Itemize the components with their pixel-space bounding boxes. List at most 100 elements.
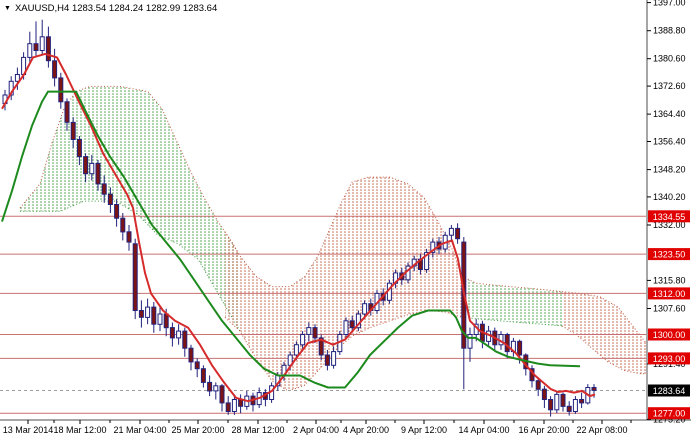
candle-body-bearish [312, 327, 318, 339]
time-tick-label: 4 Apr 20:00 [343, 425, 389, 435]
candle-body-bullish [554, 393, 560, 411]
price-level-label: 1293.00 [653, 354, 686, 364]
candle-body-bearish [70, 121, 76, 141]
candle-body-bearish [560, 393, 566, 407]
time-tick-label: 14 Apr 04:00 [458, 425, 509, 435]
price-tick-label: 1397.00 [653, 0, 686, 8]
candle-body-bearish [163, 313, 169, 329]
candle-body-bullish [300, 334, 306, 346]
time-tick-label: 21 Mar 04:00 [113, 425, 166, 435]
time-tick-label: 25 Mar 20:00 [171, 425, 224, 435]
candle-body-bearish [455, 227, 461, 240]
candles [2, 19, 597, 417]
candle-body-bearish [504, 334, 510, 353]
candle-body-bearish [76, 139, 82, 158]
candle-body-bearish [169, 327, 175, 339]
candle-body-bearish [535, 380, 541, 390]
indicator-lines [1, 52, 596, 403]
time-tick-label: 9 Apr 12:00 [401, 425, 447, 435]
ichimoku-cloud [225, 177, 462, 391]
ichimoku-cloud [562, 291, 646, 374]
candle-body-bearish [591, 387, 597, 391]
candle-body-bullish [213, 385, 219, 392]
candle-body-bullish [14, 74, 20, 82]
candle-body-bullish [343, 320, 349, 335]
price-level-label: 1334.55 [653, 212, 686, 222]
candle-body-bullish [430, 241, 436, 253]
candle-body-bearish [517, 340, 523, 356]
chart-title-text: XAUUSD,H4 1283.54 1284.24 1282.99 1283.6… [14, 3, 218, 14]
current-price-label: 1283.64 [653, 386, 686, 396]
candle-body-bearish [52, 60, 58, 79]
candle-body-bearish [107, 193, 113, 205]
chart-symbol-dropdown-icon[interactable]: ▼ [4, 5, 11, 12]
time-tick-label: 13 Mar 2014 [3, 425, 54, 435]
price-tick-label: 1348.20 [653, 165, 686, 175]
candle-body-bearish [207, 381, 213, 392]
time-tick-label: 18 Mar 12:00 [53, 425, 106, 435]
current-price-label-bg [648, 384, 690, 397]
candle-body-bullish [157, 313, 163, 325]
price-tick-label: 1340.20 [653, 192, 686, 202]
kijun-sen-line [1, 90, 581, 389]
candle-body-bearish [132, 243, 138, 311]
price-level-label-bg [648, 407, 690, 420]
candle-body-bullish [39, 36, 45, 51]
candle-body-bearish [101, 183, 107, 195]
candle-body-bearish [83, 156, 89, 175]
candle-body-bearish [548, 399, 554, 411]
candle-body-bullish [572, 399, 578, 412]
candle-body-bullish [306, 327, 312, 335]
candle-body-bearish [566, 405, 572, 412]
candle-body-bearish [45, 36, 51, 62]
price-tick-label: 1332.00 [653, 220, 686, 230]
ichimoku-cloud [20, 86, 240, 332]
price-level-label-bg [648, 210, 690, 223]
candle-body-bearish [95, 162, 101, 185]
candle-body-bearish [182, 330, 188, 349]
candle-body-bearish [126, 231, 132, 243]
price-tick-label: 1388.80 [653, 26, 686, 36]
candle-body-bearish [58, 77, 64, 103]
time-tick-label: 22 Apr 08:00 [576, 425, 627, 435]
candle-body-bearish [114, 204, 120, 219]
candle-body-bullish [176, 330, 182, 339]
candle-body-bearish [194, 361, 200, 370]
candle-body-bearish [318, 337, 324, 356]
price-tick-label: 1275.20 [653, 414, 686, 424]
candle-body-bullish [145, 306, 151, 318]
candle-body-bullish [293, 344, 299, 356]
price-level-label: 1300.00 [653, 330, 686, 340]
time-tick-label: 28 Mar 12:00 [231, 425, 284, 435]
price-tick-label: 1315.80 [653, 275, 686, 285]
candle-body-bearish [541, 388, 547, 401]
candle-body-bullish [448, 227, 454, 236]
candle-body-bullish [27, 43, 33, 58]
price-tick-label: 1356.40 [653, 137, 686, 147]
candle-body-bullish [362, 303, 368, 315]
candle-body-bearish [33, 43, 39, 52]
candle-body-bearish [200, 368, 206, 383]
candle-body-bearish [64, 101, 70, 123]
candle-body-bearish [219, 385, 225, 404]
candle-body-bearish [120, 217, 126, 233]
candle-body-bearish [151, 306, 157, 325]
ichimoku-cloud [462, 276, 562, 326]
price-level-label-bg [648, 248, 690, 261]
chart-title: ▼ XAUUSD,H4 1283.54 1284.24 1282.99 1283… [4, 3, 217, 14]
price-level-label: 1277.00 [653, 409, 686, 419]
candle-body-bullish [89, 162, 95, 175]
price-level-label: 1312.00 [653, 289, 686, 299]
price-tick-label: 1380.60 [653, 54, 686, 64]
ichimoku-clouds [19, 85, 647, 392]
candle-body-bearish [138, 310, 144, 318]
time-tick-label: 16 Apr 20:00 [518, 425, 569, 435]
price-levels [0, 215, 646, 414]
axis-labels: 1397.00 1388.80 1380.60 1372.60 1364.40 1356.… [3, 0, 690, 435]
candle-body-bullish [467, 334, 473, 349]
price-tick-label: 1364.40 [653, 109, 686, 119]
senkou-span-b [561, 291, 647, 344]
senkou-span-b [461, 316, 563, 327]
